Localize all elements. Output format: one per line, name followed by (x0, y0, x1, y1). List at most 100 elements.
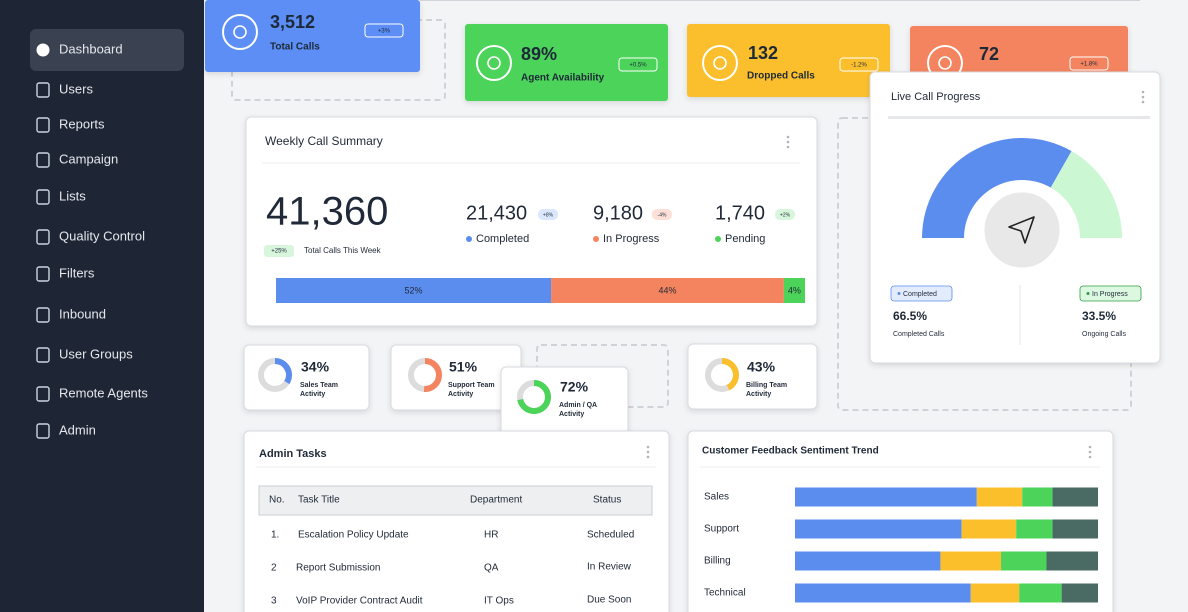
stat-label: Dropped Calls (747, 71, 815, 82)
progress-label: 44% (658, 285, 676, 295)
stat-bg (687, 24, 890, 97)
stat-icon (222, 14, 258, 50)
table-cell: IT Ops (484, 596, 514, 607)
menu-label: Dashboard (59, 41, 123, 56)
sentiment-segment (795, 551, 941, 571)
menu-dot (646, 450, 650, 454)
menu-item[interactable]: Lists (36, 188, 86, 205)
team-name: Billing Team (746, 382, 787, 389)
donut-arc (274, 358, 292, 385)
menu-item[interactable]: Users (36, 81, 93, 98)
menu-dot (1141, 95, 1145, 99)
menu-item[interactable]: Reports (36, 116, 105, 133)
card-title: Admin Tasks (259, 448, 327, 460)
icon (36, 266, 50, 282)
stat-value: 89% (521, 44, 557, 64)
icon (36, 82, 50, 98)
menu-label: Quality Control (59, 228, 145, 243)
progress-segment (783, 278, 805, 303)
live-value: 66.5% (893, 309, 927, 323)
menu-label: User Groups (59, 346, 133, 361)
table-cell: Report Submission (296, 563, 380, 574)
icon (36, 386, 50, 402)
stat-badge (839, 57, 879, 72)
legend-dot (466, 236, 472, 242)
stat-badge-text: +1.8% (1080, 62, 1098, 68)
team-name: Activity (300, 391, 325, 398)
menu-dot (1141, 90, 1145, 94)
active-bg (30, 29, 184, 71)
stat-icon (702, 45, 738, 81)
legend-dot (593, 236, 599, 242)
live-value: 33.5% (1082, 309, 1116, 323)
card-title: Weekly Call Summary (265, 134, 383, 148)
menu-dot (786, 145, 790, 149)
menu-label: Inbound (59, 306, 106, 321)
team-name: Activity (746, 391, 771, 398)
stat-badge (364, 23, 404, 38)
main: 3,512 Total Calls +3% 89% Agent Availability… (205, 0, 1161, 612)
stat-icon-dot (233, 25, 247, 39)
card-title: Live Call Progress (891, 91, 981, 103)
sentiment-segment (961, 519, 1017, 539)
stat-label: Total Calls (270, 42, 320, 53)
icon (36, 229, 50, 245)
gauge-hub (979, 187, 1065, 273)
team-name: Sales Team (300, 382, 338, 389)
table-cell: Scheduled (587, 530, 634, 541)
total-value: 41,360 (266, 190, 388, 234)
metric-value: 1,740 (715, 202, 765, 224)
total-label: Total Calls This Week (304, 246, 382, 255)
progress-segment (551, 278, 784, 303)
menu-item[interactable]: Filters (36, 265, 95, 282)
menu-item[interactable]: Inbound (36, 306, 106, 323)
menu-label: Lists (59, 188, 86, 203)
menu-dot (1088, 445, 1092, 449)
menu-item[interactable]: Quality Control (36, 228, 145, 245)
metric-value: 9,180 (593, 202, 643, 224)
sidebar-menu: Dashboard Users Reports Campaign Lists Qualit… (30, 29, 184, 439)
icon (36, 307, 50, 323)
badge (775, 209, 795, 220)
menu-item[interactable]: Campaign (36, 151, 118, 168)
stat-badge (618, 57, 658, 72)
icon (36, 347, 50, 363)
sentiment-segment (970, 583, 1020, 603)
table-cell: In Review (587, 562, 632, 573)
table-header-cell: No. (269, 495, 285, 506)
table-cell: 3 (271, 596, 277, 607)
stat-badge-text: +3% (378, 29, 391, 35)
menu-dot (1088, 455, 1092, 459)
menu-item[interactable]: Admin (36, 422, 96, 439)
sentiment-segment (1019, 583, 1062, 603)
icon (36, 152, 50, 168)
stat-value: 3,512 (270, 12, 315, 32)
badge (264, 245, 294, 257)
stat-icon-dot (938, 56, 952, 70)
team-value: 43% (747, 359, 776, 375)
progress-label: 4% (788, 285, 801, 295)
menu-label: Filters (59, 265, 95, 280)
status-badge-text: In Progress (1092, 291, 1128, 298)
menu-item[interactable]: Dashboard (30, 29, 184, 71)
status-badge (890, 285, 953, 302)
badge-text: +25% (271, 249, 287, 255)
stat-card: 3,512 Total Calls +3% (205, 0, 420, 72)
badge-text: +2% (780, 212, 791, 218)
live-caption: Ongoing Calls (1082, 331, 1126, 338)
status-badge-text: Completed (903, 291, 937, 298)
sentiment-segment (976, 487, 1023, 507)
sentiment-segment (795, 487, 977, 507)
team-name: Admin / QA (559, 402, 597, 409)
card-title: Customer Feedback Sentiment Trend (702, 446, 879, 457)
table-header-cell: Task Title (298, 495, 340, 506)
team-name: Activity (559, 411, 584, 418)
menu-item[interactable]: User Groups (36, 346, 133, 363)
metric-label: Pending (725, 233, 765, 245)
gauge-in-progress (1050, 151, 1122, 238)
sentiment-segment (795, 519, 962, 539)
row-label: Support (704, 524, 739, 535)
menu-item[interactable]: Remote Agents (36, 385, 148, 402)
menu-label: Campaign (59, 151, 118, 166)
